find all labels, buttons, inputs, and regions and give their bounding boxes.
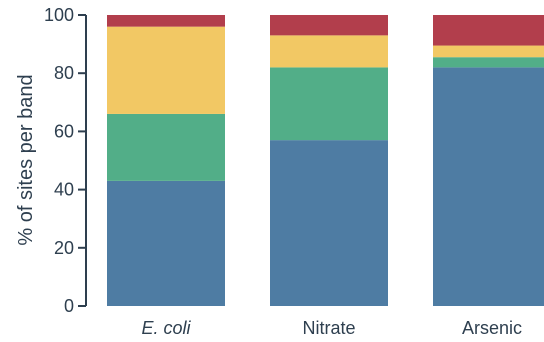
y-tick-label: 100 bbox=[44, 5, 74, 25]
y-tick-label: 20 bbox=[54, 238, 74, 258]
x-category-label: Arsenic bbox=[462, 318, 522, 338]
bar-segment bbox=[433, 67, 544, 306]
bar-segment bbox=[107, 113, 225, 181]
bar-segment bbox=[107, 26, 225, 114]
bar-segment bbox=[270, 15, 388, 36]
x-labels: E. coli Nitrate Arsenic bbox=[141, 318, 522, 338]
y-ticks: 0 20 40 60 80 100 bbox=[44, 5, 86, 316]
x-category-label: E. coli bbox=[141, 318, 191, 338]
bar-segment bbox=[270, 140, 388, 306]
bar-segment bbox=[433, 57, 544, 68]
y-tick-label: 40 bbox=[54, 180, 74, 200]
y-axis-title: % of sites per band bbox=[15, 74, 37, 245]
bars-layer bbox=[107, 15, 544, 306]
bar-segment bbox=[270, 35, 388, 68]
y-tick-label: 60 bbox=[54, 121, 74, 141]
bar-segment bbox=[107, 180, 225, 306]
bar-segment bbox=[270, 67, 388, 141]
x-category-label: Nitrate bbox=[302, 318, 355, 338]
y-tick-label: 80 bbox=[54, 63, 74, 83]
y-tick-label: 0 bbox=[64, 296, 74, 316]
bar-segment bbox=[433, 45, 544, 58]
bar-segment bbox=[107, 15, 225, 27]
bar-segment bbox=[433, 15, 544, 46]
